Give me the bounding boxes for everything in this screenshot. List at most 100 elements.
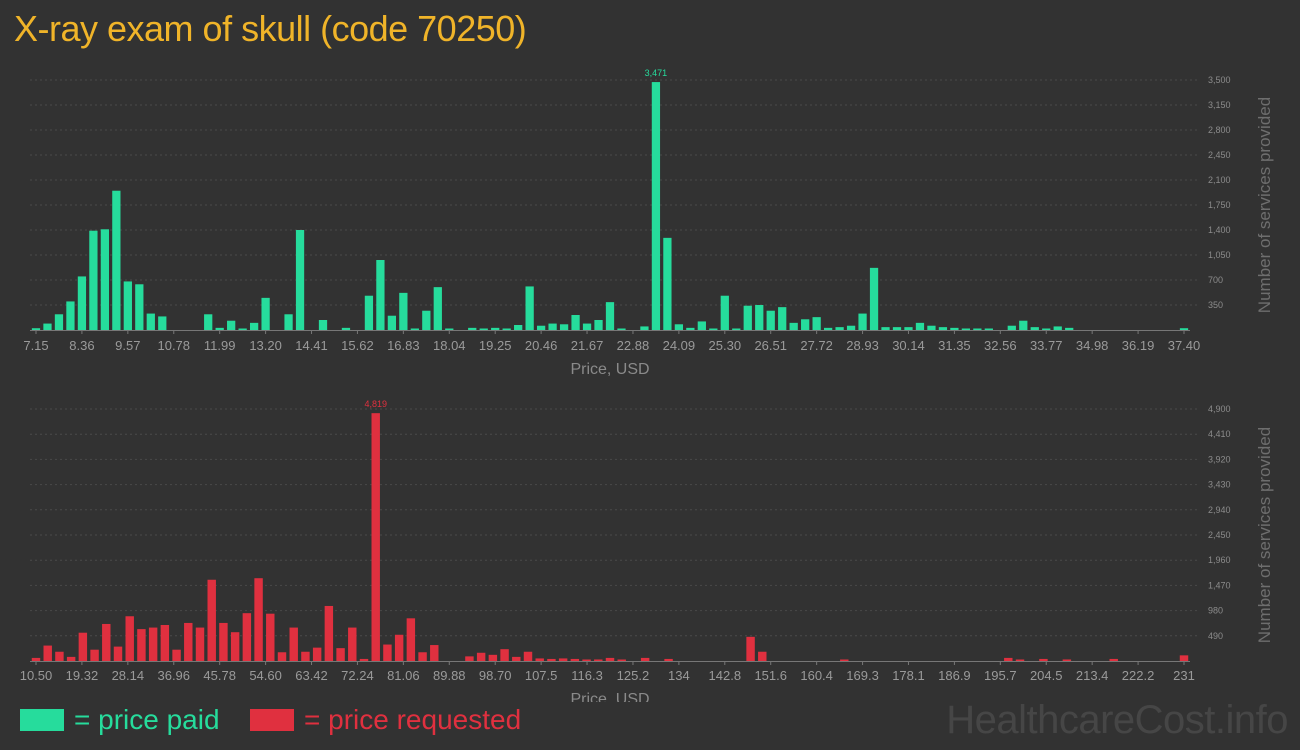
paid-bar — [502, 328, 511, 330]
paid-y-tick-label: 1,050 — [1208, 250, 1231, 260]
requested-y-tick-label: 4,900 — [1208, 404, 1231, 414]
requested-x-tick-label: 125.2 — [617, 668, 650, 683]
requested-y-tick-label: 2,940 — [1208, 505, 1231, 515]
paid-y-tick-label: 350 — [1208, 300, 1223, 310]
paid-bar — [1042, 328, 1051, 330]
requested-x-tick-label: 63.42 — [295, 668, 328, 683]
paid-x-tick-label: 9.57 — [115, 338, 140, 353]
requested-bar — [617, 659, 626, 661]
requested-bar — [125, 616, 134, 661]
paid-bar — [789, 322, 798, 330]
price-paid-swatch — [20, 709, 64, 731]
paid-bar — [709, 328, 718, 330]
paid-bar — [525, 286, 534, 330]
paid-bar — [904, 327, 913, 330]
requested-bar — [547, 658, 556, 661]
paid-x-tick-label: 8.36 — [69, 338, 94, 353]
requested-bar — [137, 629, 146, 661]
paid-x-tick-label: 33.77 — [1030, 338, 1063, 353]
requested-x-tick-label: 98.70 — [479, 668, 512, 683]
requested-bar — [605, 657, 615, 661]
requested-bar — [289, 627, 298, 661]
price-paid-chart: 350 700 1,050 1,400 1,750 2,100 2,450 2,800 3,15… — [23, 68, 1274, 378]
requested-bar — [359, 658, 369, 661]
requested-bar — [207, 579, 216, 661]
paid-x-tick-label: 15.62 — [341, 338, 374, 353]
paid-bar — [31, 328, 41, 330]
requested-y-tick-label: 1,960 — [1208, 555, 1231, 565]
requested-bar — [570, 658, 580, 661]
paid-x-tick-label: 18.04 — [433, 338, 466, 353]
requested-bar — [406, 618, 416, 661]
paid-bar — [295, 230, 305, 330]
requested-bar — [558, 658, 568, 661]
paid-bar — [54, 314, 64, 330]
requested-x-tick-label: 213.4 — [1076, 668, 1109, 683]
paid-bar — [89, 230, 98, 330]
paid-bar — [835, 327, 844, 330]
paid-bar — [559, 324, 569, 330]
paid-bar — [204, 314, 213, 330]
paid-x-tick-label: 16.83 — [387, 338, 420, 353]
requested-bar — [394, 634, 404, 661]
requested-y-axis-title: Number of services provided — [1255, 427, 1274, 643]
paid-y-tick-label: 700 — [1208, 275, 1223, 285]
paid-x-tick-label: 7.15 — [23, 338, 48, 353]
requested-x-tick-label: 178.1 — [892, 668, 925, 683]
paid-bar — [468, 327, 477, 330]
paid-y-tick-label: 3,150 — [1208, 100, 1231, 110]
requested-y-tick-label: 4,410 — [1208, 429, 1231, 439]
requested-bar — [383, 644, 392, 661]
requested-y-tick-label: 3,920 — [1208, 454, 1231, 464]
paid-bar — [135, 284, 144, 330]
paid-y-tick-label: 2,450 — [1208, 150, 1231, 160]
paid-bar — [445, 328, 454, 330]
requested-bar — [242, 613, 252, 661]
requested-bar — [594, 659, 603, 661]
requested-bar — [430, 645, 439, 661]
paid-x-tick-label: 27.72 — [800, 338, 833, 353]
paid-bar — [938, 327, 948, 330]
requested-bar — [1179, 655, 1189, 661]
paid-x-tick-label: 11.99 — [204, 338, 236, 353]
paid-y-tick-label: 1,400 — [1208, 225, 1231, 235]
requested-y-tick-label: 3,430 — [1208, 480, 1231, 490]
paid-x-tick-label: 25.30 — [709, 338, 742, 353]
paid-bar — [881, 327, 890, 330]
paid-bar — [376, 260, 385, 330]
paid-bar — [100, 229, 110, 330]
paid-bar — [766, 310, 775, 330]
paid-peak-label: 3,471 — [645, 68, 668, 78]
requested-y-tick-label: 1,470 — [1208, 580, 1231, 590]
paid-x-tick-label: 21.67 — [571, 338, 604, 353]
paid-bar — [112, 190, 121, 330]
requested-x-tick-label: 45.78 — [203, 668, 236, 683]
paid-bar — [582, 323, 592, 330]
requested-x-tick-label: 28.14 — [112, 668, 145, 683]
requested-bar — [476, 652, 486, 661]
paid-bar — [410, 328, 419, 330]
paid-x-tick-label: 37.40 — [1168, 338, 1201, 353]
requested-x-tick-label: 222.2 — [1122, 668, 1155, 683]
requested-x-tick-label: 186.9 — [938, 668, 971, 683]
requested-x-tick-label: 134 — [668, 668, 690, 683]
requested-bar — [1039, 658, 1048, 661]
paid-x-tick-label: 10.78 — [157, 338, 190, 353]
requested-bar — [512, 656, 521, 661]
price-requested-chart: 490 980 1,470 1,960 2,450 2,940 3,430 3,920 4,41… — [20, 399, 1274, 702]
paid-bar — [1007, 325, 1016, 330]
paid-bar — [858, 313, 867, 330]
requested-x-axis-title: Price, USD — [570, 691, 649, 702]
requested-x-tick-label: 81.06 — [387, 668, 420, 683]
paid-bar — [238, 328, 247, 330]
paid-bar — [961, 328, 971, 330]
paid-bar — [1065, 327, 1074, 330]
requested-bar — [336, 648, 345, 661]
requested-bar — [148, 627, 158, 661]
requested-x-tick-label: 195.7 — [984, 668, 1017, 683]
requested-x-tick-label: 160.4 — [800, 668, 833, 683]
paid-y-tick-label: 2,100 — [1208, 175, 1231, 185]
requested-bar — [582, 659, 591, 661]
requested-x-tick-label: 10.50 — [20, 668, 53, 683]
requested-bar — [113, 646, 123, 661]
